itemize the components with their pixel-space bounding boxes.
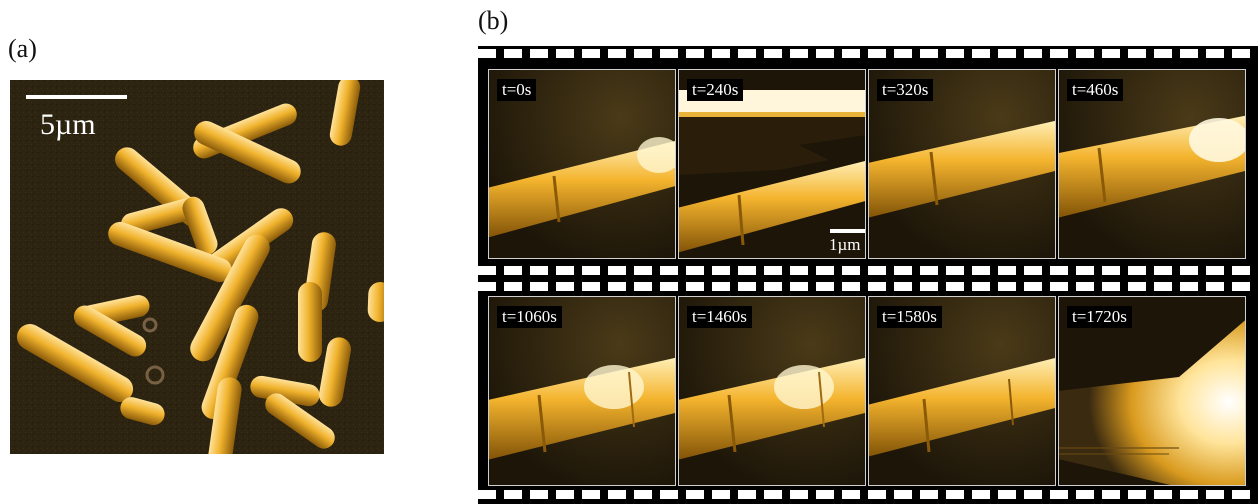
frame-8: t=1720s <box>1058 296 1246 486</box>
time-lapse-filmstrip: t=0s t=240s 1µm t=320s t=460s t=1060s t=… <box>478 46 1258 504</box>
scale-bar <box>830 229 865 233</box>
panel-a-label: (a) <box>8 34 37 63</box>
frame-3: t=320s <box>868 69 1056 259</box>
film-perforation-row <box>478 490 1258 499</box>
frame-5: t=1060s <box>488 296 676 486</box>
time-label: t=1580s <box>877 306 942 328</box>
film-perforation-row <box>478 266 1258 275</box>
time-label: t=0s <box>497 79 537 101</box>
scale-bar <box>26 95 127 99</box>
frame-4: t=460s <box>1058 69 1246 259</box>
frame-2: t=240s 1µm <box>678 69 866 259</box>
time-label: t=240s <box>687 79 744 101</box>
time-label: t=320s <box>877 79 934 101</box>
bacteria-overview-image: 5µm <box>10 80 384 454</box>
frame-1: t=0s <box>488 69 676 259</box>
film-perforation-row <box>478 282 1258 291</box>
time-label: t=1460s <box>687 306 752 328</box>
time-label: t=460s <box>1067 79 1124 101</box>
frame-6: t=1460s <box>678 296 866 486</box>
film-perforation-row <box>478 49 1258 58</box>
scale-bar-label: 5µm <box>40 108 96 141</box>
frame-7: t=1580s <box>868 296 1056 486</box>
time-label: t=1060s <box>497 306 562 328</box>
panel-b-label: (b) <box>478 6 509 35</box>
scale-bar-label: 1µm <box>829 235 861 254</box>
time-label: t=1720s <box>1067 306 1132 328</box>
